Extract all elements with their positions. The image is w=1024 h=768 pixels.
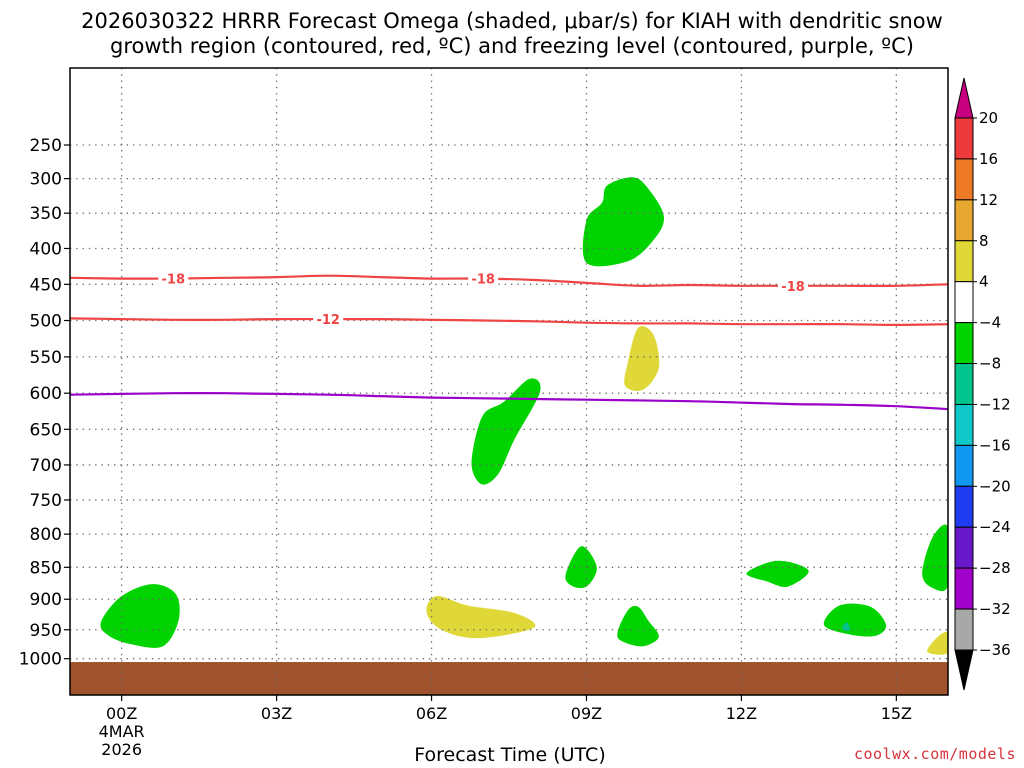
colorbar-label: −8 <box>979 355 1001 373</box>
contour-label--12c-isotherm: -12 <box>316 313 340 328</box>
omega-region-2 <box>426 596 536 639</box>
omega-region-7 <box>617 605 659 647</box>
contour-label--18c-isotherm: -18 <box>781 280 805 295</box>
contour--12c-isotherm <box>70 317 948 327</box>
colorbar-label: −16 <box>979 436 1011 454</box>
contour-label-bg <box>468 270 499 287</box>
ground-layer <box>70 662 948 695</box>
y-tick-label: 800 <box>30 525 62 545</box>
x-tick-label: 03Z <box>261 704 292 723</box>
y-tick-label: 850 <box>30 558 62 578</box>
chart-title-line-1: 2026030322 HRRR Forecast Omega (shaded, … <box>81 9 943 33</box>
x-tick-label: 06Z <box>416 704 447 723</box>
colorbar-label: 8 <box>979 232 989 250</box>
x-tick-year: 2026 <box>101 740 142 759</box>
colorbar-bin-13 <box>954 608 974 651</box>
colorbar-label: −36 <box>979 641 1011 659</box>
omega-region-8 <box>746 560 809 588</box>
colorbar-label: −28 <box>979 559 1011 577</box>
colorbar-bin-7 <box>954 363 974 405</box>
colorbar-bin-1 <box>954 117 974 160</box>
colorbar-bin-6 <box>954 322 974 365</box>
omega-region-1 <box>100 584 180 648</box>
y-tick-label: 750 <box>30 491 62 511</box>
colorbar: 20 16 12 8 4 −4 −8 −12 −16 −20 −24 −28 −32 −36 <box>954 77 1011 691</box>
colorbar-label: 12 <box>979 191 998 209</box>
chart-title-line-2: growth region (contoured, red, ºC) and f… <box>110 34 914 58</box>
y-tick-label: 450 <box>30 275 62 295</box>
colorbar-bin-3 <box>954 199 974 242</box>
contour-label--18c-isotherm: -18 <box>471 273 495 288</box>
colorbar-label: −24 <box>979 518 1011 536</box>
colorbar-bin-11 <box>954 526 974 569</box>
colorbar-bin-12 <box>954 567 974 610</box>
colorbar-bin-8 <box>954 403 974 446</box>
contour--18c-isotherm <box>70 274 948 287</box>
contour-label--18c-isotherm: -18 <box>162 273 186 288</box>
y-tick-label: 400 <box>30 239 62 259</box>
axes-layer: 250 300 350 400 450 500 550 600 650 700 750 800 850 9… <box>19 67 949 759</box>
x-tick-label: 09Z <box>571 704 602 723</box>
omega-shading-layer <box>100 177 948 655</box>
omega-region-5 <box>471 378 541 485</box>
colorbar-bin-5 <box>954 281 974 324</box>
colorbar-label: −12 <box>979 395 1011 413</box>
colorbar-label: 16 <box>979 150 998 168</box>
colorbar-top-arrow <box>954 77 974 119</box>
omega-region-11 <box>922 524 948 592</box>
colorbar-label: 4 <box>979 273 989 291</box>
colorbar-bottom-arrow <box>954 649 974 691</box>
contour-freezing-level-0c- <box>70 392 948 411</box>
y-tick-label: 1000 <box>19 650 62 670</box>
y-tick-label: 700 <box>30 456 62 476</box>
y-tick-label: 900 <box>30 590 62 610</box>
y-tick-label: 650 <box>30 420 62 440</box>
colorbar-bin-2 <box>954 158 974 201</box>
y-tick-label: 350 <box>30 204 62 224</box>
omega-region-10 <box>842 622 850 632</box>
ground-fill <box>70 662 948 695</box>
y-tick-label: 600 <box>30 384 62 404</box>
x-axis-label: Forecast Time (UTC) <box>414 744 606 766</box>
x-tick-label: 12Z <box>726 704 757 723</box>
omega-region-9 <box>823 603 887 637</box>
contour-label-bg <box>158 270 189 287</box>
y-tick-label: 250 <box>30 136 62 156</box>
credit-link[interactable]: coolwx.com/models <box>853 745 1016 763</box>
colorbar-bin-10 <box>954 485 974 528</box>
colorbar-bin-4 <box>954 240 974 283</box>
omega-region-12 <box>927 631 948 655</box>
colorbar-label: −4 <box>979 314 1001 332</box>
contour-label-bg <box>778 277 809 294</box>
y-tick-label: 500 <box>30 312 62 332</box>
omega-region-3 <box>582 177 665 267</box>
x-tick-label: 00Z <box>106 704 137 723</box>
plot-frame <box>69 67 949 696</box>
contour-label-bg <box>313 311 344 328</box>
y-tick-label: 550 <box>30 348 62 368</box>
colorbar-label: −20 <box>979 477 1011 495</box>
omega-region-4 <box>624 326 660 391</box>
y-tick-label: 950 <box>30 621 62 641</box>
colorbar-bin-9 <box>954 444 974 487</box>
grid-layer <box>70 68 948 695</box>
contour-layer: -18 -18 -18 -12 <box>70 270 948 411</box>
x-tick-label: 15Z <box>881 704 912 723</box>
x-tick-date: 4MAR <box>99 722 145 741</box>
colorbar-label: 20 <box>979 109 998 127</box>
y-tick-label: 300 <box>30 170 62 190</box>
colorbar-label: −32 <box>979 600 1011 618</box>
